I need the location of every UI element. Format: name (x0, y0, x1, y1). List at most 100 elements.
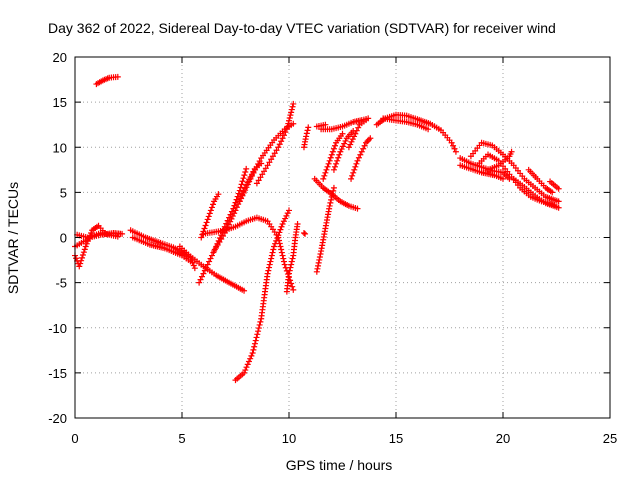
data-point (348, 175, 355, 182)
data-point (240, 175, 247, 182)
data-point (237, 184, 244, 191)
data-point (241, 369, 248, 376)
data-point (349, 136, 356, 143)
data-point (210, 201, 217, 208)
data-point (284, 210, 291, 217)
data-point (290, 100, 297, 107)
series-arc-04 (74, 229, 121, 241)
data-point (214, 242, 221, 249)
data-point (248, 352, 255, 359)
data-point (282, 129, 289, 136)
data-point (332, 142, 339, 149)
data-point (270, 246, 277, 253)
data-point (451, 145, 458, 152)
data-point (367, 135, 374, 142)
data-point (73, 255, 80, 262)
data-point (287, 112, 294, 119)
data-point (500, 175, 506, 182)
data-point (212, 245, 219, 252)
data-point (316, 253, 323, 260)
data-point (114, 233, 121, 240)
data-point (211, 248, 218, 255)
data-point (268, 252, 275, 259)
data-point (321, 172, 328, 179)
x-tick-label: 15 (389, 431, 403, 446)
data-point (83, 240, 90, 247)
data-point (216, 239, 223, 246)
data-point (314, 265, 321, 272)
data-point (337, 148, 344, 155)
data-point (278, 246, 285, 253)
data-point (341, 140, 348, 147)
data-point (81, 246, 88, 253)
data-point (271, 150, 278, 157)
data-point (259, 171, 266, 178)
data-point (304, 127, 311, 134)
data-point (277, 243, 284, 250)
data-point (238, 181, 245, 188)
data-point (77, 260, 84, 267)
data-point (452, 148, 459, 155)
data-point (349, 172, 356, 179)
data-point (315, 262, 322, 269)
data-point (206, 210, 213, 217)
data-point (191, 265, 198, 272)
data-point (326, 157, 333, 164)
data-point (246, 178, 253, 185)
data-point (257, 318, 264, 325)
data-point (201, 267, 208, 274)
data-point (294, 220, 301, 227)
data-point (315, 259, 322, 266)
data-point (281, 261, 288, 268)
data-point (268, 156, 275, 163)
data-point (323, 166, 330, 173)
data-point (218, 236, 225, 243)
data-point (425, 126, 432, 133)
data-point (350, 169, 357, 176)
data-point (243, 165, 250, 172)
data-point (268, 255, 275, 262)
data-point (339, 143, 346, 150)
data-point (233, 204, 240, 211)
data-point (330, 145, 337, 152)
data-point (303, 133, 310, 140)
data-point (347, 141, 354, 148)
data-point (355, 124, 362, 131)
data-point (252, 337, 259, 344)
data-point (235, 190, 242, 197)
data-point (355, 154, 362, 161)
series-arc-24 (348, 135, 374, 182)
data-point (198, 273, 205, 280)
data-point (287, 264, 294, 271)
data-point (269, 249, 276, 256)
x-axis-ticks: 0 5 10 15 20 25 (71, 57, 617, 446)
data-point (203, 219, 210, 226)
data-point (326, 202, 333, 209)
y-axis-label: SDTVAR / TECUs (5, 182, 21, 294)
data-point (245, 358, 252, 365)
series-arc-17 (300, 229, 309, 237)
data-point (232, 207, 239, 214)
series-arc-32 (485, 148, 515, 173)
data-point (555, 198, 562, 205)
data-point (79, 254, 86, 261)
x-tick-label: 20 (496, 431, 510, 446)
data-point (236, 198, 243, 205)
y-tick-label: 10 (53, 140, 67, 155)
data-point (249, 350, 256, 357)
data-point (256, 321, 263, 328)
data-point (325, 160, 332, 167)
data-point (233, 196, 240, 203)
data-point (279, 220, 286, 227)
data-point (227, 218, 234, 225)
data-point (271, 243, 278, 250)
data-point (80, 249, 87, 256)
data-point (204, 261, 211, 268)
series-arc-13 (236, 120, 297, 205)
data-point (198, 234, 205, 241)
data-point (286, 207, 292, 214)
data-point (328, 151, 335, 158)
data-point (272, 240, 279, 247)
